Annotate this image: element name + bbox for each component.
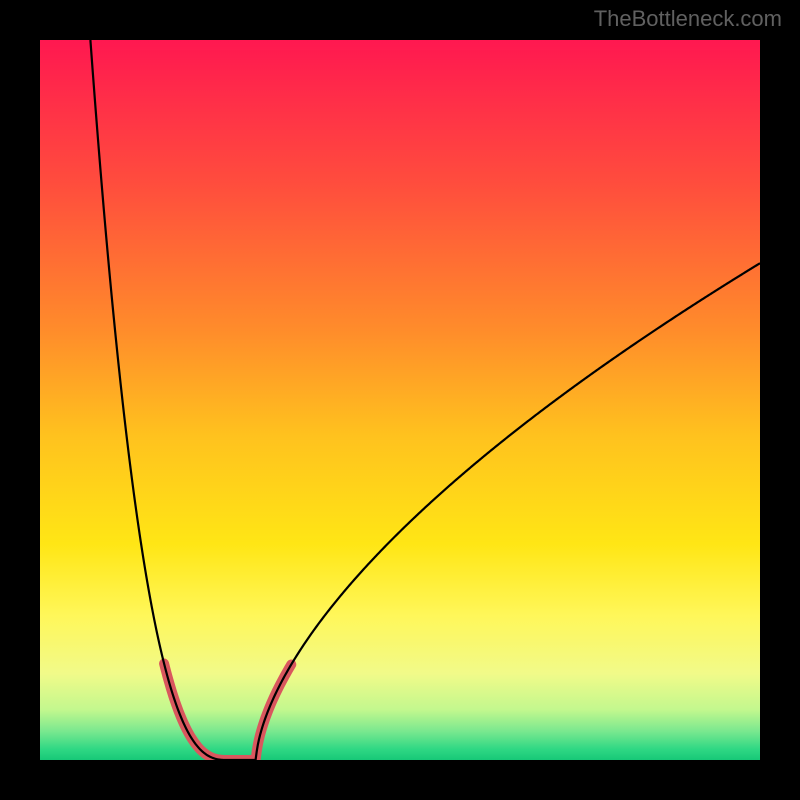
chart-background-gradient — [40, 40, 760, 760]
watermark-text: TheBottleneck.com — [594, 6, 782, 32]
bottleneck-chart — [40, 40, 760, 760]
